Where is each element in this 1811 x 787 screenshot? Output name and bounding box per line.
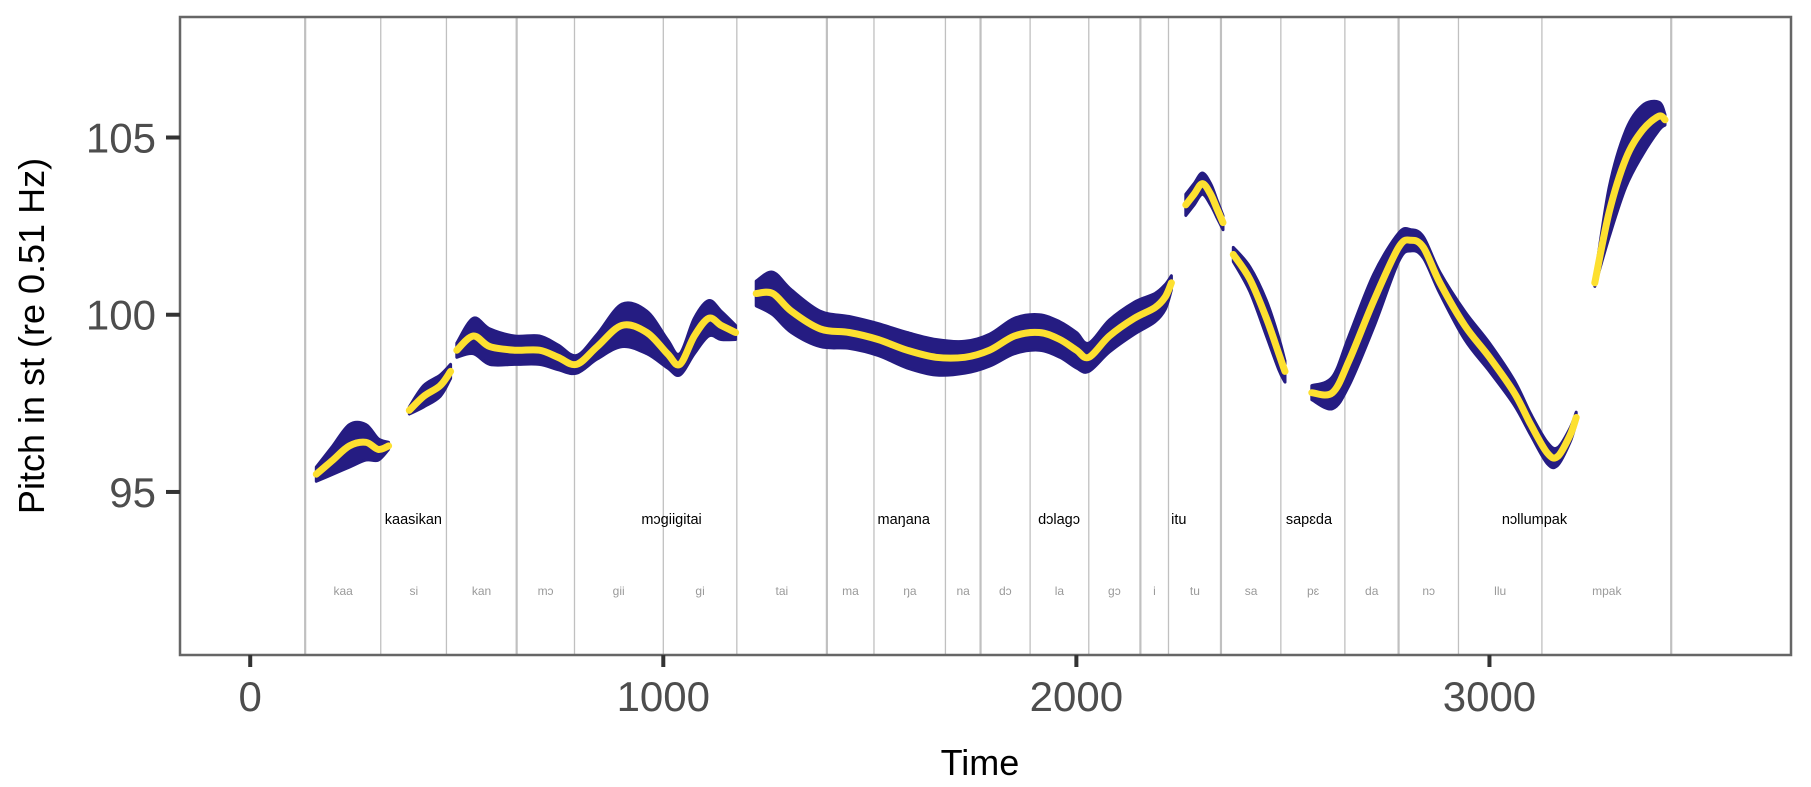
word-label: nɔllumpak bbox=[1502, 512, 1568, 528]
pitch-line bbox=[1229, 251, 1289, 375]
syllable-label: kaa bbox=[333, 584, 353, 598]
syllable-labels: kaa si kan mɔ gii gi tai ma ŋa na dɔ la gɔ i tu sa pɛ da n… bbox=[333, 584, 1622, 598]
syllable-label: dɔ bbox=[999, 584, 1012, 598]
y-axis: 95 100 105 bbox=[86, 115, 180, 516]
syllable-label: kan bbox=[472, 584, 491, 598]
syllable-label: mpak bbox=[1592, 584, 1622, 598]
word-label: sapɛda bbox=[1286, 512, 1333, 528]
syllable-label: tu bbox=[1190, 584, 1200, 598]
syllable-label: ma bbox=[842, 584, 859, 598]
pitch-band bbox=[1231, 245, 1287, 384]
x-tick-label: 3000 bbox=[1443, 673, 1536, 720]
y-tick-label: 95 bbox=[109, 469, 156, 516]
syllable-label: da bbox=[1365, 584, 1379, 598]
x-axis-title: Time bbox=[941, 742, 1020, 783]
syllable-label: gɔ bbox=[1108, 584, 1121, 598]
syllable-label: sa bbox=[1245, 584, 1258, 598]
word-labels: kaasikan mɔgiigitai maŋana dɔlagɔ itu sapɛda n… bbox=[385, 512, 1568, 528]
pitch-lines bbox=[312, 112, 1669, 478]
syllable-label: mɔ bbox=[538, 584, 554, 598]
y-tick-label: 105 bbox=[86, 115, 156, 162]
pitch-line bbox=[1182, 180, 1227, 227]
word-label: maŋana bbox=[878, 512, 931, 528]
pitch-line bbox=[453, 314, 740, 369]
syllable-label: tai bbox=[776, 584, 789, 598]
x-tick-label: 2000 bbox=[1030, 673, 1123, 720]
syllable-label: gii bbox=[613, 584, 625, 598]
word-label: mɔgiigitai bbox=[641, 512, 701, 528]
syllable-label: si bbox=[409, 584, 418, 598]
syllable-label: la bbox=[1055, 584, 1065, 598]
syllable-label: ŋa bbox=[903, 584, 917, 598]
y-axis-title: Pitch in st (re 0.51 Hz) bbox=[11, 158, 52, 514]
x-tick-label: 0 bbox=[239, 673, 262, 720]
x-axis: 0 1000 2000 3000 bbox=[239, 655, 1536, 720]
plot-frame bbox=[178, 15, 1793, 657]
x-tick-label: 1000 bbox=[617, 673, 710, 720]
pitch-line bbox=[1308, 236, 1580, 462]
syllable-label: llu bbox=[1494, 584, 1506, 598]
pitch-line bbox=[752, 279, 1175, 362]
pitch-line bbox=[312, 438, 393, 478]
word-label: kaasikan bbox=[385, 512, 442, 528]
y-tick-label: 100 bbox=[86, 292, 156, 339]
pitch-line bbox=[405, 367, 455, 414]
pitch-line bbox=[1591, 112, 1669, 287]
syllable-label: i bbox=[1153, 584, 1156, 598]
word-label: itu bbox=[1171, 512, 1186, 528]
syllable-label: pɛ bbox=[1307, 584, 1320, 598]
syllable-label: gi bbox=[695, 584, 704, 598]
word-label: dɔlagɔ bbox=[1038, 512, 1080, 528]
syllable-label: nɔ bbox=[1422, 584, 1435, 598]
syllable-label: na bbox=[957, 584, 971, 598]
